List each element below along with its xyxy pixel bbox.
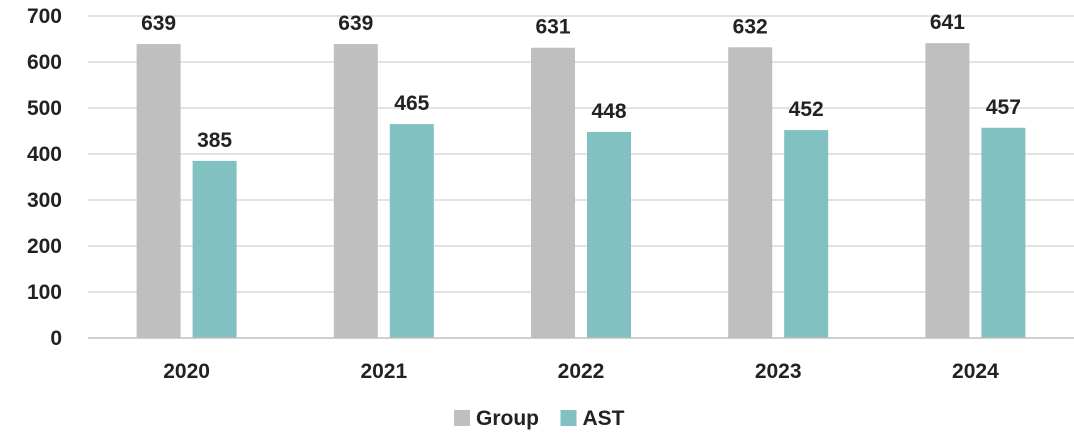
legend: Group AST — [454, 407, 625, 430]
bar-ast-2023 — [784, 130, 829, 338]
data-label-group-2021: 639 — [338, 12, 373, 35]
bar-ast-2020 — [192, 160, 237, 338]
x-tick-label-2020: 2020 — [163, 360, 210, 383]
x-tick-label-2022: 2022 — [558, 360, 605, 383]
x-tick-label-2024: 2024 — [952, 360, 999, 383]
gridlines — [88, 15, 1074, 293]
data-label-ast-2022: 448 — [591, 100, 626, 123]
bar-group-2020 — [136, 44, 181, 339]
bar-ast-2022 — [587, 131, 631, 338]
data-labels: 639 385 639 465 631 448 632 452 641 457 — [141, 11, 1021, 152]
bar-ast-2024 — [981, 127, 1026, 338]
legend-label-ast: AST — [583, 407, 625, 430]
data-label-ast-2020: 385 — [197, 129, 232, 152]
y-tick-label-100: 100 — [27, 281, 62, 304]
legend-swatch-group — [454, 410, 470, 426]
bar-group-2024 — [925, 43, 970, 338]
y-tick-label-0: 0 — [50, 327, 62, 350]
data-label-group-2022: 631 — [535, 16, 570, 39]
bar-group-2022 — [531, 47, 575, 339]
bar-group-2023 — [728, 47, 773, 338]
y-tick-label-700: 700 — [27, 5, 62, 28]
y-tick-label-400: 400 — [27, 143, 62, 166]
data-label-ast-2024: 457 — [986, 96, 1021, 119]
legend-label-group: Group — [476, 407, 539, 430]
bars — [136, 43, 1026, 339]
y-tick-label-300: 300 — [27, 189, 62, 212]
bar-ast-2021 — [389, 124, 434, 338]
x-tick-label-2021: 2021 — [360, 360, 407, 383]
data-label-ast-2023: 452 — [789, 98, 824, 121]
data-label-group-2024: 641 — [930, 11, 965, 34]
legend-swatch-ast — [560, 410, 577, 426]
data-label-ast-2021: 465 — [394, 92, 429, 115]
y-tick-label-500: 500 — [27, 97, 62, 120]
data-label-group-2020: 639 — [141, 12, 176, 35]
y-tick-label-600: 600 — [27, 51, 62, 74]
y-tick-label-200: 200 — [27, 235, 62, 258]
y-axis: 0 100 200 300 400 500 600 700 — [27, 5, 62, 350]
data-label-group-2023: 632 — [733, 15, 768, 38]
x-tick-label-2023: 2023 — [755, 360, 802, 383]
x-axis: 2020 2021 2022 2023 2024 — [88, 337, 1074, 383]
bar-group-2021 — [333, 44, 378, 339]
